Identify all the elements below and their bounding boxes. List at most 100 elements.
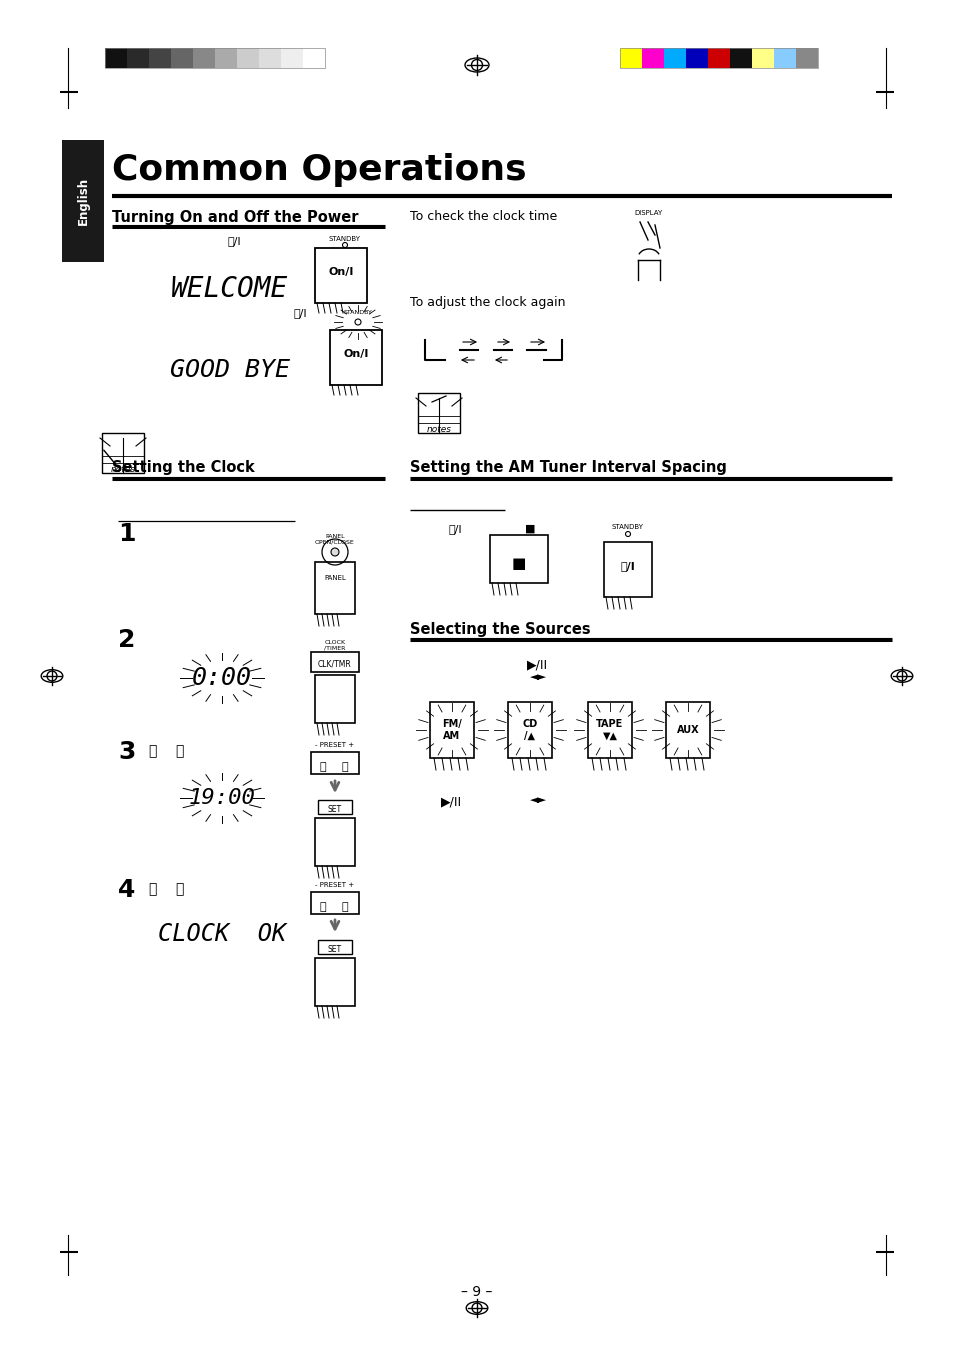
Text: ⏭: ⏭ [174,882,183,896]
Bar [317,940,352,955]
Bar [314,562,355,614]
Text: 0:00: 0:00 [192,667,252,690]
Text: notes: notes [111,465,135,475]
Bar [641,49,663,68]
Bar [281,49,303,68]
Text: To check the clock time: To check the clock time [410,210,557,223]
Text: CLOCK: CLOCK [324,639,345,645]
Text: PANEL: PANEL [325,534,344,539]
Text: ⏮: ⏮ [319,902,326,913]
Bar [193,49,214,68]
Bar [314,675,355,723]
Text: ▶/II: ▶/II [527,658,548,671]
Text: OPEN/CLOSE: OPEN/CLOSE [314,539,355,545]
Bar [311,752,358,773]
Text: ⏭: ⏭ [341,902,348,913]
Text: notes: notes [426,425,451,434]
Bar [773,49,795,68]
Bar [663,49,685,68]
Bar [127,49,149,68]
Bar [105,49,325,68]
Bar [102,433,144,473]
Bar [603,542,651,598]
Bar [729,49,751,68]
Text: 1: 1 [118,522,135,546]
Text: ⏻/I: ⏻/I [293,308,307,318]
Bar [303,49,325,68]
Bar [105,49,127,68]
Text: ⏭: ⏭ [341,763,348,772]
Bar [314,818,355,867]
Bar [258,49,281,68]
Bar [317,800,352,814]
Text: On/I: On/I [328,266,354,277]
Text: ⏮: ⏮ [148,882,156,896]
Bar [311,652,358,672]
Text: ■: ■ [511,556,526,571]
Text: Turning On and Off the Power: Turning On and Off the Power [112,210,358,224]
Text: 4: 4 [118,877,135,902]
Text: TAPE
▼▲: TAPE ▼▲ [596,719,623,741]
Text: On/I: On/I [343,349,368,360]
Text: - PRESET +: - PRESET + [315,742,355,748]
Text: Setting the Clock: Setting the Clock [112,460,254,475]
Text: 19:00: 19:00 [189,788,255,808]
Bar [311,892,358,914]
Bar [171,49,193,68]
Bar [214,49,236,68]
Text: – 9 –: – 9 – [461,1284,492,1299]
Circle shape [331,548,338,556]
Text: STANDBY: STANDBY [612,525,643,530]
Bar [314,959,355,1006]
Text: ■: ■ [524,525,535,534]
Bar [236,49,258,68]
Bar [685,49,707,68]
Text: To adjust the clock again: To adjust the clock again [410,296,565,310]
Bar [430,702,474,758]
Text: ⏻/I: ⏻/I [448,525,461,534]
Text: STANDBY: STANDBY [329,237,360,242]
Text: ◄►: ◄► [529,672,546,681]
Text: WELCOME: WELCOME [172,274,289,303]
Text: 2: 2 [118,627,135,652]
Text: English: English [76,177,90,224]
Text: CD
/▲: CD /▲ [522,719,537,741]
Text: ▶/II: ▶/II [441,795,462,808]
Text: Selecting the Sources: Selecting the Sources [410,622,590,637]
Bar [665,702,709,758]
Bar [417,393,459,433]
Bar [507,702,552,758]
Text: AUX: AUX [676,725,699,735]
Text: Setting the AM Tuner Interval Spacing: Setting the AM Tuner Interval Spacing [410,460,726,475]
Text: GOOD BYE: GOOD BYE [170,358,290,383]
Bar [619,49,817,68]
Bar [330,330,381,385]
Text: DISPLAY: DISPLAY [634,210,662,216]
Bar [62,141,104,262]
Bar [314,247,367,303]
Bar [795,49,817,68]
Text: - PRESET +: - PRESET + [315,882,355,888]
Text: ⏻/I: ⏻/I [227,237,240,246]
Bar [751,49,773,68]
Text: ⏮: ⏮ [319,763,326,772]
Text: STANDBY: STANDBY [343,310,372,315]
Bar [619,49,641,68]
Text: PANEL: PANEL [324,575,346,581]
Text: ⏻/I: ⏻/I [620,561,635,571]
Text: 3: 3 [118,740,135,764]
Text: CLK/TMR: CLK/TMR [317,660,352,669]
Text: SET: SET [328,945,342,955]
Text: FM/
AM: FM/ AM [441,719,461,741]
Text: ⏮: ⏮ [148,744,156,758]
Text: /TIMER: /TIMER [324,646,345,652]
Text: ⏭: ⏭ [174,744,183,758]
Bar [707,49,729,68]
Bar [149,49,171,68]
Bar [490,535,547,583]
Text: Common Operations: Common Operations [112,153,526,187]
Text: ◄►: ◄► [529,795,546,804]
Text: CLOCK  OK: CLOCK OK [157,922,286,946]
Text: SET: SET [328,804,342,814]
Bar [587,702,631,758]
